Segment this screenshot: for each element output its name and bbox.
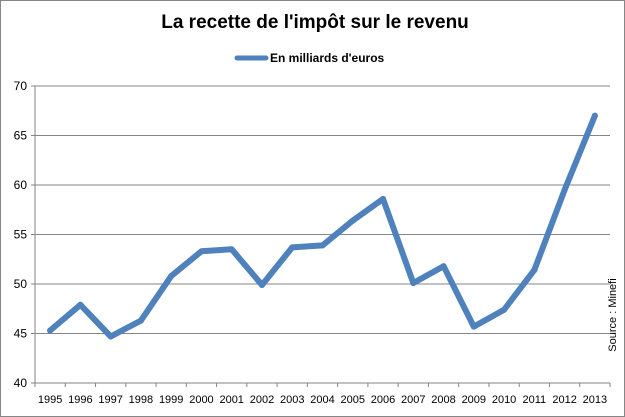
gridlines	[35, 85, 610, 334]
y-tick-label: 70	[14, 79, 28, 93]
x-tick-label: 1999	[159, 394, 183, 406]
y-axis: 40 45 50 55 60 65 70	[14, 79, 36, 390]
y-tick-label: 40	[14, 376, 28, 390]
data-point	[561, 186, 568, 193]
data-point	[531, 267, 538, 274]
x-tick-label: 2004	[310, 394, 334, 406]
x-tick-label: 2005	[341, 394, 365, 406]
data-point	[47, 327, 54, 334]
x-tick-label: 2012	[552, 394, 576, 406]
x-tick-label: 2001	[219, 394, 243, 406]
data-point	[137, 317, 144, 324]
y-tick-label: 60	[14, 178, 28, 192]
series-line	[47, 112, 598, 340]
data-point	[228, 246, 235, 253]
y-tick-label: 50	[14, 277, 28, 291]
x-tick-label: 2013	[583, 394, 607, 406]
data-point	[107, 333, 114, 340]
data-point	[319, 242, 326, 249]
legend-label: En milliards d'euros	[270, 51, 385, 65]
x-tick-label: 2003	[280, 394, 304, 406]
data-point	[380, 195, 387, 202]
x-tick-label: 2011	[523, 394, 547, 406]
y-tick-label: 55	[14, 228, 28, 242]
x-tick-label: 1995	[38, 394, 62, 406]
x-axis: 1995 1996 1997 1998 1999 2000 2001 2002 2003 2004…	[34, 382, 611, 406]
series-group	[47, 112, 598, 340]
x-tick-label: 2006	[371, 394, 395, 406]
x-tick-label: 2009	[462, 394, 486, 406]
data-point	[591, 112, 598, 119]
chart-title: La recette de l'impôt sur le revenu	[161, 12, 469, 33]
x-tick-label: 1996	[68, 394, 92, 406]
x-tick-label: 2010	[492, 394, 516, 406]
x-tick-label: 2008	[431, 394, 455, 406]
data-point	[470, 323, 477, 330]
data-point	[289, 244, 296, 251]
data-point	[440, 263, 447, 270]
y-tick-label: 45	[14, 327, 28, 341]
data-point	[77, 301, 84, 308]
data-point	[258, 281, 265, 288]
legend: En milliards d'euros	[234, 51, 385, 65]
x-tick-label: 1998	[129, 394, 153, 406]
data-point	[349, 217, 356, 224]
data-point	[198, 248, 205, 255]
data-point	[501, 306, 508, 313]
x-tick-label: 2002	[250, 394, 274, 406]
source-annotation: Source : Minefi	[607, 278, 619, 351]
y-tick-label: 65	[14, 129, 28, 143]
x-tick-label: 2007	[401, 394, 425, 406]
x-tick-label: 1997	[98, 394, 122, 406]
x-tick-label: 2000	[189, 394, 213, 406]
data-point	[168, 273, 175, 280]
data-point	[410, 280, 417, 287]
